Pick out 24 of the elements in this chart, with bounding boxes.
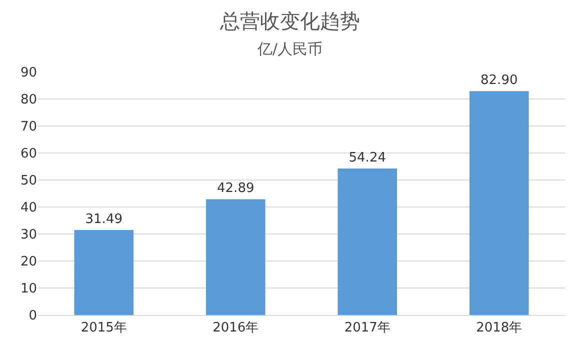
x-tick-label: 2017年	[344, 320, 390, 336]
chart-subtitle: 亿/人民币	[256, 40, 323, 58]
y-tick-label: 90	[20, 66, 37, 81]
y-tick-label: 40	[20, 200, 37, 216]
y-tick-label: 10	[20, 282, 37, 297]
y-tick-label: 50	[20, 174, 37, 189]
y-tick-label: 30	[20, 228, 37, 243]
bar	[338, 168, 398, 315]
bar	[74, 230, 134, 315]
x-tick-label: 2016年	[212, 320, 259, 336]
y-tick-label: 0	[28, 308, 37, 324]
y-tick-label: 80	[20, 92, 37, 108]
chart-title: 总营收变化趋势	[219, 8, 360, 33]
bar	[469, 91, 529, 315]
y-tick-label: 60	[20, 146, 37, 162]
data-label: 31.49	[85, 212, 122, 227]
y-tick-label: 20	[20, 254, 37, 270]
x-tick-label: 2018年	[476, 320, 522, 336]
x-tick-label: 2015年	[80, 320, 127, 336]
data-label: 42.89	[217, 181, 254, 196]
data-label: 54.24	[348, 150, 386, 166]
y-tick-label: 70	[20, 120, 37, 135]
data-label: 82.90	[480, 73, 518, 88]
bar	[206, 199, 266, 315]
